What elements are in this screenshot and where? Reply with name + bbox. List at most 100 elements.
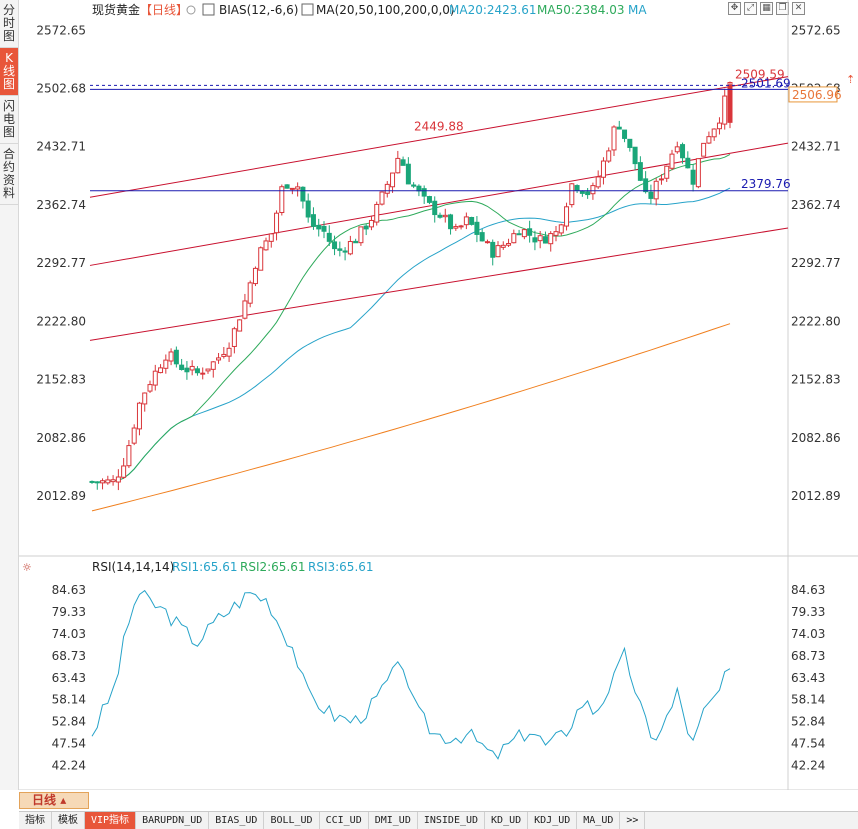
tab-dmi[interactable]: DMI_UD [369, 812, 418, 829]
candle [622, 129, 628, 139]
tab-inside[interactable]: INSIDE_UD [418, 812, 486, 829]
candle [136, 402, 142, 430]
tab-boll[interactable]: BOLL_UD [264, 812, 320, 829]
candle [321, 225, 327, 232]
candle [400, 159, 406, 166]
candle [600, 160, 606, 178]
rsi-path [91, 589, 731, 760]
candle [326, 232, 332, 242]
candle [237, 319, 243, 332]
candle [432, 200, 438, 216]
candle [310, 214, 316, 227]
candle [453, 226, 459, 229]
price-arrow-icon: ⇡ [846, 73, 855, 86]
move-icon[interactable]: ✥ [728, 2, 741, 15]
grid-icon[interactable]: ▦ [760, 2, 773, 15]
tab-indicator[interactable]: 指标 [19, 812, 52, 829]
candle [426, 196, 432, 203]
tab-more[interactable]: >> [620, 812, 646, 829]
candle [500, 244, 506, 248]
price-tick-label: 2152.83 [791, 373, 841, 387]
candle [268, 233, 274, 242]
rsi-axis: 84.63 84.63 79.33 79.33 74.03 74.03 68.73 68.73… [52, 583, 826, 773]
candle [637, 162, 643, 181]
candle [411, 184, 417, 187]
expand-icon[interactable]: ⤢ [744, 2, 757, 15]
candle [421, 188, 427, 197]
candle [163, 359, 169, 369]
candle [484, 241, 490, 244]
candle [263, 240, 269, 251]
rsi-tick-label-left: 74.03 [52, 627, 86, 641]
window-controls: ✥ ⤢ ▦ ❐ ✕ [728, 2, 805, 15]
ma-checkbox-icon[interactable] [301, 3, 314, 16]
candle [706, 136, 712, 144]
candle [89, 480, 95, 483]
candle [611, 126, 617, 151]
tab-vip-indicator[interactable]: VIP指标 [85, 812, 137, 829]
tab-cci[interactable]: CCI_UD [320, 812, 369, 829]
tab-template[interactable]: 模板 [52, 812, 85, 829]
candle [511, 233, 517, 244]
last-price-label: 2506.96 [792, 88, 842, 102]
candle [121, 465, 127, 478]
candle [716, 122, 722, 130]
candle [231, 328, 237, 347]
rsi-gear-icon[interactable]: ☼ [22, 561, 32, 574]
candle [358, 226, 364, 244]
candle [590, 185, 596, 195]
price-tick-label: 2222.80 [791, 314, 841, 328]
tab-timeshare[interactable]: 分时图 [0, 0, 18, 48]
tab-bias[interactable]: BIAS_UD [209, 812, 265, 829]
candle [490, 241, 496, 258]
price-tick-label-left: 2012.89 [36, 489, 86, 503]
close-icon[interactable]: ✕ [792, 2, 805, 15]
candles [89, 81, 733, 491]
rsi-tick-label: 74.03 [791, 627, 825, 641]
price-tick-label-left: 2502.68 [36, 81, 86, 95]
candle [627, 138, 633, 148]
candle [664, 165, 670, 179]
price-tick-label: 2572.65 [791, 23, 841, 37]
candle [316, 224, 322, 230]
bias-checkbox-icon[interactable] [202, 3, 215, 16]
rsi-tick-label-left: 63.43 [52, 671, 86, 685]
candle [252, 267, 258, 285]
candle [305, 200, 311, 218]
candle [695, 158, 701, 188]
tab-kline[interactable]: K线图 [0, 48, 18, 96]
tab-ma[interactable]: MA_UD [577, 812, 621, 829]
tab-kdj[interactable]: KDJ_UD [528, 812, 578, 829]
tab-flash[interactable]: 闪电图 [0, 96, 18, 144]
candle [226, 347, 232, 357]
ma200-line [91, 323, 731, 512]
candle [353, 240, 359, 244]
settings-icon[interactable] [186, 5, 196, 15]
candle [300, 186, 306, 202]
rsi-tick-label: 84.63 [791, 583, 825, 597]
tab-contract-info[interactable]: 合约资料 [0, 144, 18, 205]
rsi-tick-label: 63.43 [791, 671, 825, 685]
candle [158, 367, 164, 374]
candle [548, 233, 554, 245]
candle [152, 370, 158, 386]
candle [247, 282, 253, 304]
candle [653, 180, 659, 200]
candle [579, 190, 585, 194]
candle [332, 241, 338, 250]
price-tick-label: 2012.89 [791, 489, 841, 503]
high-label-2: 2509.59 [735, 68, 785, 82]
candle [463, 216, 469, 226]
period-tag: 【日线】 [140, 3, 188, 17]
period-button[interactable]: 日线 ▴ [19, 792, 89, 809]
price-tick-label-left: 2152.83 [36, 373, 86, 387]
symbol-title: 现货黄金 [92, 2, 140, 17]
price-tick-label-left: 2572.65 [36, 23, 86, 37]
candle [669, 153, 675, 169]
candle [131, 427, 137, 444]
tab-kd[interactable]: KD_UD [485, 812, 529, 829]
rsi-tick-label-left: 68.73 [52, 649, 86, 663]
horizontal-levels: 2501.69 2379.76 2449.88 2509.59 2506.96 ⇡ [90, 68, 855, 192]
tab-barupdn[interactable]: BARUPDN_UD [136, 812, 210, 829]
rsi2-label: RSI2:65.61 [240, 560, 306, 574]
